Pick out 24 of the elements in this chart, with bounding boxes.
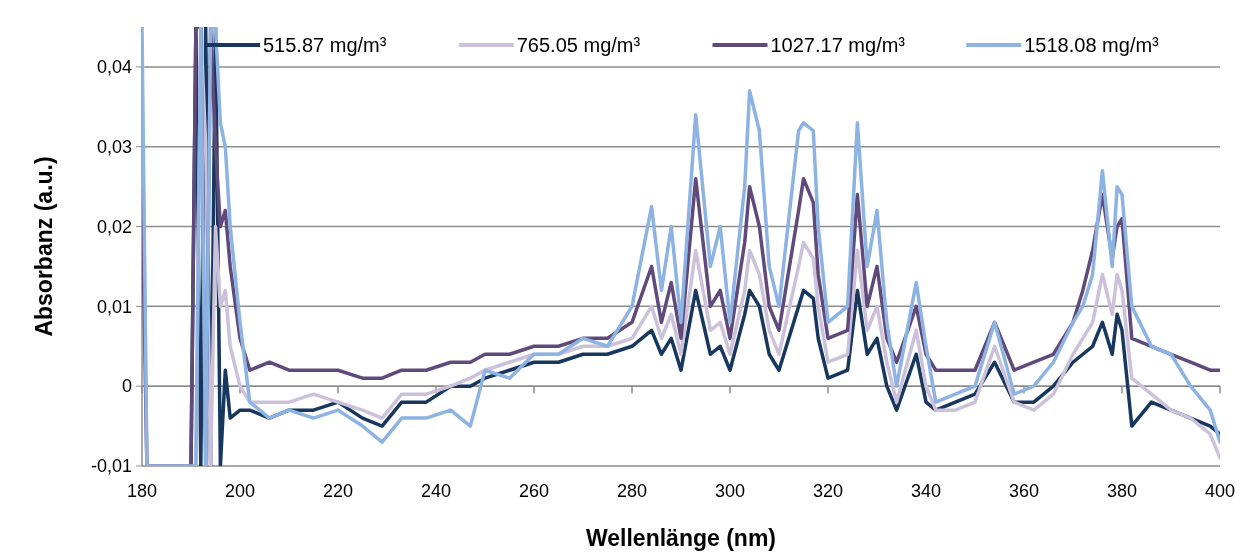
x-tick-label: 300 xyxy=(714,481,746,501)
y-tick-label: -0,01 xyxy=(90,456,132,477)
x-tick-label: 340 xyxy=(910,481,942,501)
legend-label: 515.87 mg/m³ xyxy=(263,34,387,56)
x-tick-label: 320 xyxy=(812,481,844,501)
legend-label: 1027.17 mg/m³ xyxy=(770,34,906,56)
x-tick-label: 380 xyxy=(1106,481,1138,501)
x-tick-label: 400 xyxy=(1204,481,1236,501)
legend-label: 765.05 mg/m³ xyxy=(516,34,641,56)
y-tick-label: 0,01 xyxy=(96,296,132,317)
x-tick-label: 180 xyxy=(126,481,158,501)
x-axis-title: Wellenlänge (nm) xyxy=(586,525,776,551)
y-axis-title: Absorbanz (a.u.) xyxy=(31,156,57,337)
x-tick-label: 200 xyxy=(224,481,256,501)
x-tick-label: 280 xyxy=(616,481,648,501)
y-tick-label: 0 xyxy=(121,376,132,397)
x-tick-label: 360 xyxy=(1008,481,1040,501)
y-tick-label: 0,04 xyxy=(96,57,132,78)
x-tick-label: 260 xyxy=(518,481,550,501)
y-tick-label: 0,03 xyxy=(96,137,132,158)
y-tick-label: 0,02 xyxy=(96,216,132,237)
x-tick-label: 240 xyxy=(420,481,452,501)
legend-label: 1518.08 mg/m³ xyxy=(1024,34,1160,56)
x-tick-label: 220 xyxy=(322,481,354,501)
